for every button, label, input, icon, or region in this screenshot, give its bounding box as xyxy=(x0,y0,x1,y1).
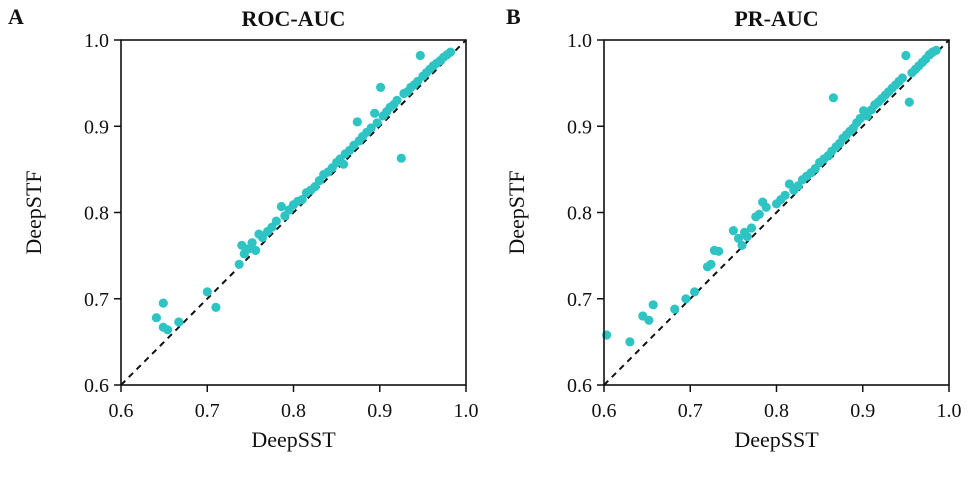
panel-a-point-56 xyxy=(415,50,425,61)
panel-a-point-42 xyxy=(370,108,380,118)
panel-b-point-57 xyxy=(901,50,911,61)
panel-b-xlabel: DeepSST xyxy=(734,427,819,452)
panel-a-point-37 xyxy=(352,117,362,127)
panel-a-point-50 xyxy=(396,153,406,163)
panel-a-diagonal-line xyxy=(120,39,467,386)
panel-a-point-23 xyxy=(297,195,307,205)
panel-a-point-6 xyxy=(211,302,221,312)
panel-b-point-36 xyxy=(828,93,839,103)
panel-a-point-43 xyxy=(372,118,382,128)
panel-a-point-12 xyxy=(251,245,261,255)
panel-b-point-6 xyxy=(681,294,691,304)
panel-b-ytick-label-3: 0.9 xyxy=(567,116,592,138)
panel-a-point-33 xyxy=(338,159,349,169)
panel-a-xlabel: DeepSST xyxy=(251,427,336,452)
panel-b-ylabel: DeepSTF xyxy=(504,170,529,254)
panel-b-title: PR-AUC xyxy=(734,6,818,31)
panel-b-point-5 xyxy=(670,304,680,314)
panel-b-ytick-label-2: 0.8 xyxy=(567,203,592,225)
panel-a-point-14 xyxy=(257,232,268,243)
panel-a-point-7 xyxy=(234,259,244,269)
panel-a-letter: A xyxy=(8,4,24,29)
panel-b-point-24 xyxy=(780,190,790,200)
panel-b-point-1 xyxy=(625,337,635,347)
panel-b-point-3 xyxy=(644,315,654,325)
panel-b-point-12 xyxy=(728,226,739,236)
panel-b-ytick-label-1: 0.7 xyxy=(567,289,592,311)
panel-b-ytick-label-4: 1.0 xyxy=(567,30,592,52)
panel-b-point-14 xyxy=(737,240,747,250)
panel-a-point-44 xyxy=(376,82,386,92)
panel-b-xtick-label-1: 0.7 xyxy=(678,400,703,422)
panel-b-xtick-label-2: 0.8 xyxy=(764,400,789,422)
panel-b-diagonal-line xyxy=(603,39,950,386)
panel-b-point-56 xyxy=(897,73,908,83)
panel-a-ytick-label-3: 0.9 xyxy=(84,116,109,138)
panel-a-point-4 xyxy=(174,317,184,327)
panel-a-ytick-label-4: 1.0 xyxy=(84,30,109,52)
panel-a-title: ROC-AUC xyxy=(242,6,346,31)
panel-a-xtick-label-4: 1.0 xyxy=(454,400,479,422)
panel-a-point-18 xyxy=(276,201,286,212)
panel-a-ylabel: DeepSTF xyxy=(21,170,46,254)
panel-b-point-58 xyxy=(904,97,914,107)
panel-b-point-16 xyxy=(742,232,752,242)
panel-b-point-9 xyxy=(706,259,716,269)
panel-b-point-13 xyxy=(733,233,744,243)
panel-a-point-41 xyxy=(366,123,376,133)
panel-b-point-44 xyxy=(855,113,865,124)
panel-a-xtick-label-1: 0.7 xyxy=(195,400,220,422)
panel-b-point-4 xyxy=(648,300,658,310)
panel-a: A ROC-AUC 0.6 0.7 0.8 0.9 1.0 0.6 0.7 0.8 0.9 1.0 De… xyxy=(8,4,479,452)
panel-b-letter: B xyxy=(506,4,521,29)
panel-b: B PR-AUC 0.6 0.7 0.8 0.9 1.0 0.6 0.7 0.8 0.9 1.0 Dee… xyxy=(504,4,962,452)
panel-a-point-11 xyxy=(247,238,257,248)
panel-a-ytick-label-1: 0.7 xyxy=(84,289,109,311)
panel-a-point-17 xyxy=(271,216,281,226)
panel-a-xtick-label-2: 0.8 xyxy=(281,400,306,422)
panel-a-point-8 xyxy=(237,240,247,250)
panel-a-xtick-label-0: 0.6 xyxy=(109,400,134,422)
panel-b-point-21 xyxy=(761,202,771,212)
panel-b-xtick-label-3: 0.9 xyxy=(850,400,875,422)
panel-b-point-19 xyxy=(754,209,764,219)
panel-a-point-1 xyxy=(158,298,168,308)
panel-a-point-5 xyxy=(202,287,212,297)
panel-b-point-17 xyxy=(746,223,757,233)
panel-b-xtick-label-4: 1.0 xyxy=(937,400,962,422)
panel-b-point-11 xyxy=(714,246,724,256)
panel-b-ytick-label-0: 0.6 xyxy=(567,375,592,397)
panel-a-point-65 xyxy=(445,47,456,57)
panel-b-xtick-label-0: 0.6 xyxy=(592,400,617,422)
panel-a-ytick-label-2: 0.8 xyxy=(84,203,109,225)
panel-a-ytick-label-0: 0.6 xyxy=(84,375,109,397)
panel-a-xtick-label-3: 0.9 xyxy=(367,400,392,422)
panel-a-point-3 xyxy=(163,325,173,335)
panel-a-point-49 xyxy=(392,95,402,105)
panel-b-point-66 xyxy=(931,45,941,56)
panel-a-point-0 xyxy=(151,313,161,323)
panel-b-point-7 xyxy=(690,287,700,297)
